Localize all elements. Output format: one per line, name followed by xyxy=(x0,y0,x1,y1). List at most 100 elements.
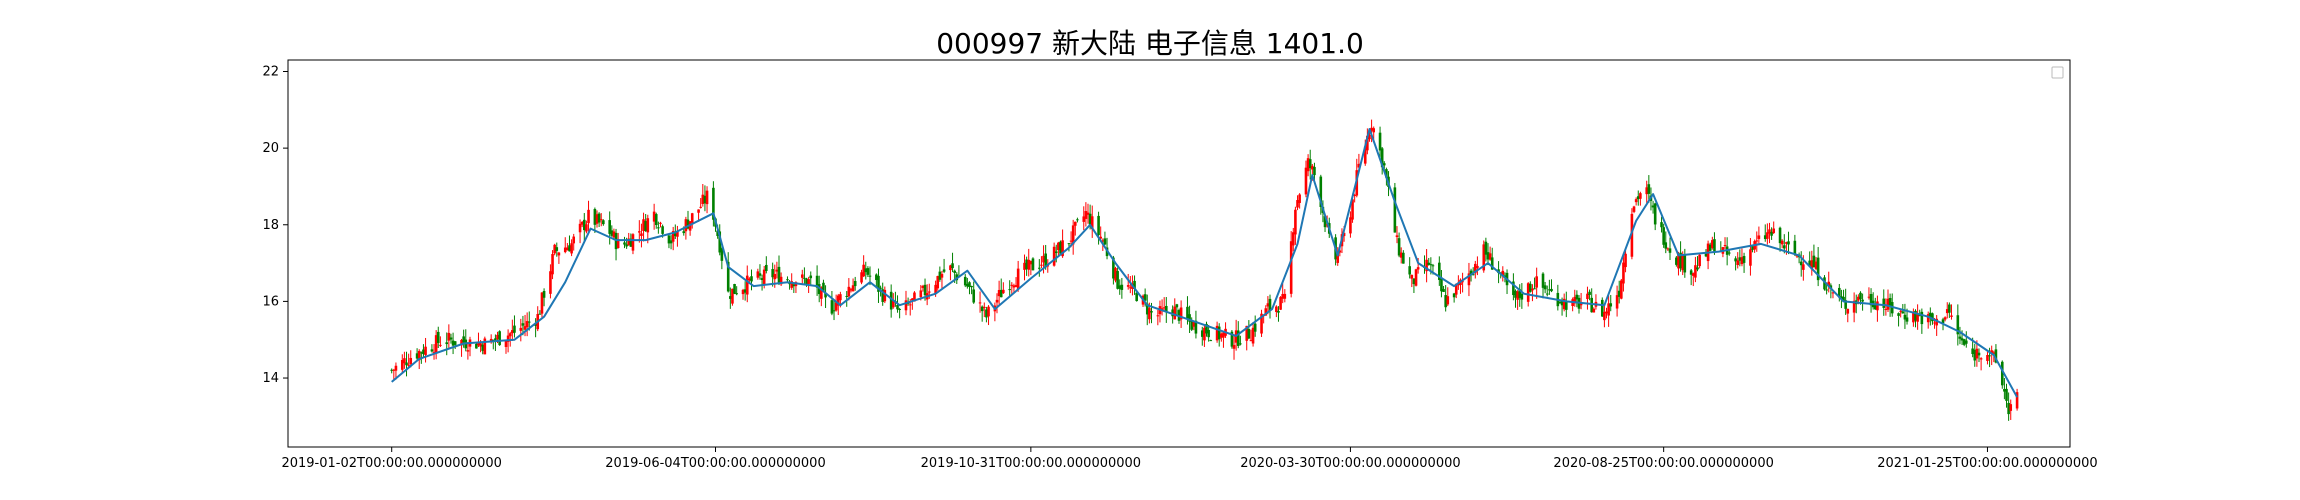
candle xyxy=(1014,277,1018,288)
candle xyxy=(1956,304,1960,346)
candle-body xyxy=(1873,303,1877,310)
candle-body xyxy=(851,285,855,292)
candle-body xyxy=(1425,259,1428,272)
candle-body xyxy=(1304,167,1308,195)
candle xyxy=(1812,244,1816,268)
candle-body xyxy=(1349,217,1352,234)
candle xyxy=(1742,252,1746,273)
candle-body xyxy=(773,273,777,280)
candle-body xyxy=(1683,255,1687,273)
candle-body xyxy=(1452,293,1456,298)
candle xyxy=(597,212,601,227)
candle-body xyxy=(652,211,656,222)
candle-body xyxy=(1023,262,1026,270)
candle-body xyxy=(1681,254,1685,271)
candle-body xyxy=(1785,242,1788,244)
candle-body xyxy=(1126,285,1130,287)
candle-body xyxy=(1679,252,1682,269)
candle xyxy=(1799,251,1803,277)
candle xyxy=(1607,295,1610,327)
candle-body xyxy=(1145,303,1149,315)
candle-body xyxy=(972,289,976,303)
candle-body xyxy=(790,281,794,288)
candle-body xyxy=(997,289,1001,297)
candle-body xyxy=(1014,285,1018,287)
candle xyxy=(1239,335,1242,346)
candle-body xyxy=(1188,314,1191,322)
candle-body xyxy=(743,289,747,293)
candle-body xyxy=(1516,291,1519,300)
candle xyxy=(1442,285,1445,292)
candle-body xyxy=(1031,258,1035,271)
candle xyxy=(1512,273,1515,301)
candle xyxy=(862,255,865,278)
candle-body xyxy=(1399,252,1403,258)
candle xyxy=(847,278,851,301)
candle-body xyxy=(1215,325,1219,341)
candle-body xyxy=(1148,308,1151,320)
candle xyxy=(659,221,662,228)
candle-body xyxy=(805,278,808,286)
candle-body xyxy=(1639,193,1642,199)
candle-body xyxy=(1622,262,1625,284)
candle-body xyxy=(942,269,946,272)
candle-body xyxy=(760,278,764,280)
candle xyxy=(498,330,501,346)
candle xyxy=(1586,286,1589,310)
candle xyxy=(1427,257,1431,266)
candle-body xyxy=(1342,232,1346,237)
candle xyxy=(1749,238,1752,276)
candle-body xyxy=(1734,258,1737,262)
candle xyxy=(1979,357,1983,371)
candle-body xyxy=(477,342,480,346)
candle-body xyxy=(1846,308,1850,314)
candle-body xyxy=(1090,216,1094,230)
candle-body xyxy=(919,290,923,298)
candle-body xyxy=(1548,289,1551,291)
candle-body xyxy=(1357,163,1361,168)
candle xyxy=(1294,206,1297,245)
candle xyxy=(1651,200,1655,214)
candle-body xyxy=(616,239,620,249)
candle-body xyxy=(568,245,571,252)
candle-body xyxy=(1471,274,1475,276)
candle xyxy=(729,287,732,309)
candle-body xyxy=(832,310,836,312)
candle xyxy=(809,271,813,286)
candle xyxy=(1467,262,1471,297)
candle xyxy=(765,256,768,274)
candle-body xyxy=(1222,332,1225,338)
candle xyxy=(1038,259,1041,277)
candle-body xyxy=(1840,296,1843,299)
candle-body xyxy=(750,276,753,282)
candle xyxy=(1945,302,1949,319)
candle-body xyxy=(1264,308,1268,316)
candle-body xyxy=(1696,267,1699,270)
candle-body xyxy=(1444,295,1447,308)
candle-body xyxy=(1711,240,1714,248)
candle xyxy=(504,340,508,354)
candle xyxy=(1573,289,1577,307)
candles-layer xyxy=(390,119,2019,421)
candle xyxy=(640,223,643,248)
candle xyxy=(1897,312,1900,327)
candle xyxy=(1175,303,1179,315)
candle-body xyxy=(1162,307,1166,309)
candle xyxy=(1810,250,1814,276)
candle xyxy=(1179,300,1183,328)
candle xyxy=(1660,216,1663,233)
candle xyxy=(1666,247,1670,251)
candle xyxy=(1876,295,1879,322)
candle xyxy=(1816,247,1820,287)
candle xyxy=(1173,298,1177,320)
candle-body xyxy=(1838,287,1841,298)
candle-body xyxy=(748,278,751,281)
candle-body xyxy=(1112,257,1115,279)
candle-body xyxy=(786,279,789,281)
x-tick-label: 2021-01-25T00:00:00.000000000 xyxy=(1877,456,2097,471)
candle xyxy=(1884,298,1888,316)
candle-body xyxy=(1192,321,1196,327)
candle-body xyxy=(729,296,732,299)
candle-body xyxy=(1467,273,1471,286)
candle xyxy=(1912,308,1915,327)
